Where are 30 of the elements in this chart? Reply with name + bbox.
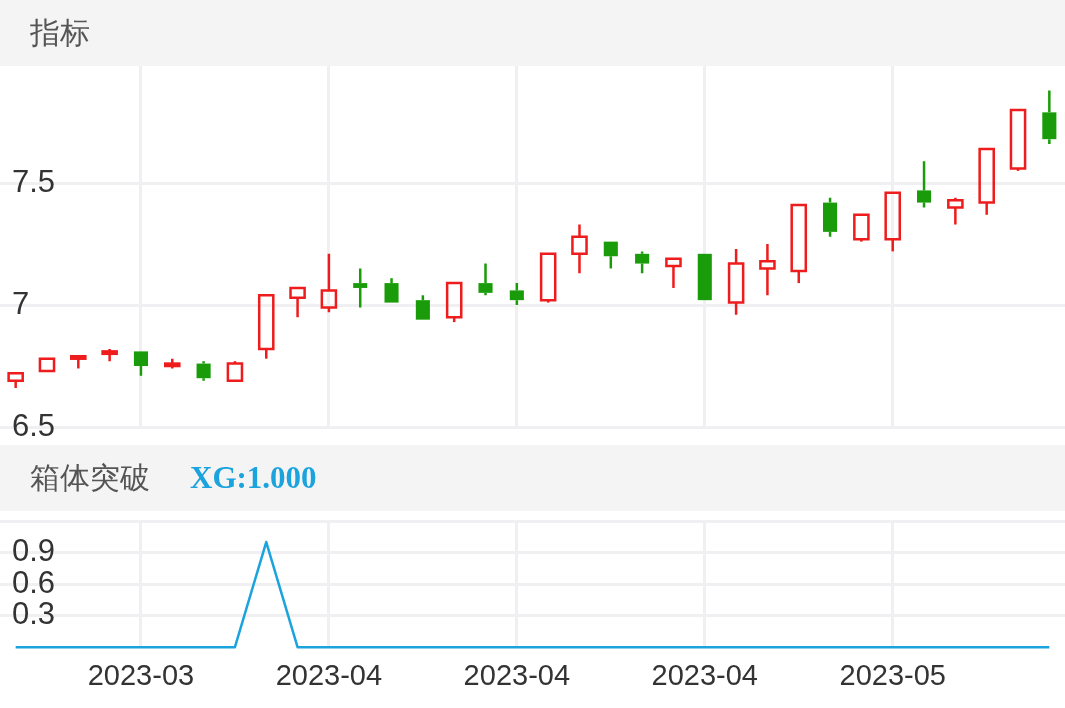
x-tick-label: 2023-04 bbox=[651, 658, 758, 691]
candlestick bbox=[978, 147, 995, 217]
candlestick bbox=[7, 372, 24, 390]
candlestick bbox=[759, 242, 776, 297]
candlestick bbox=[727, 247, 745, 317]
candlestick bbox=[917, 159, 932, 209]
x-tick-label: 2023-04 bbox=[275, 658, 383, 691]
chart-title: 指标 bbox=[30, 13, 90, 52]
chart-title: 箱体突破 bbox=[30, 458, 150, 497]
x-tick-label: 2023-04 bbox=[463, 658, 571, 691]
candlestick bbox=[384, 276, 399, 303]
candlestick bbox=[353, 267, 368, 309]
y-tick-label: 6.5 bbox=[12, 407, 56, 443]
candlestick bbox=[1042, 89, 1057, 146]
candlestick bbox=[884, 191, 902, 253]
candlestick bbox=[320, 252, 338, 314]
y-tick-label: 7.5 bbox=[12, 163, 56, 199]
candlestick bbox=[853, 213, 870, 243]
candlestick bbox=[196, 359, 211, 382]
candlestick bbox=[571, 223, 588, 275]
y-tick-label: 7 bbox=[12, 285, 30, 321]
x-tick-label: 2023-05 bbox=[839, 658, 946, 691]
candlestick bbox=[289, 286, 306, 319]
x-tick-label: 2023-03 bbox=[87, 658, 195, 691]
candlestick bbox=[70, 355, 87, 370]
candlestick bbox=[947, 196, 964, 226]
candlestick bbox=[257, 294, 275, 360]
text: XG:1.000 bbox=[190, 460, 317, 496]
candlestick bbox=[478, 262, 493, 297]
candlestick bbox=[665, 257, 682, 290]
